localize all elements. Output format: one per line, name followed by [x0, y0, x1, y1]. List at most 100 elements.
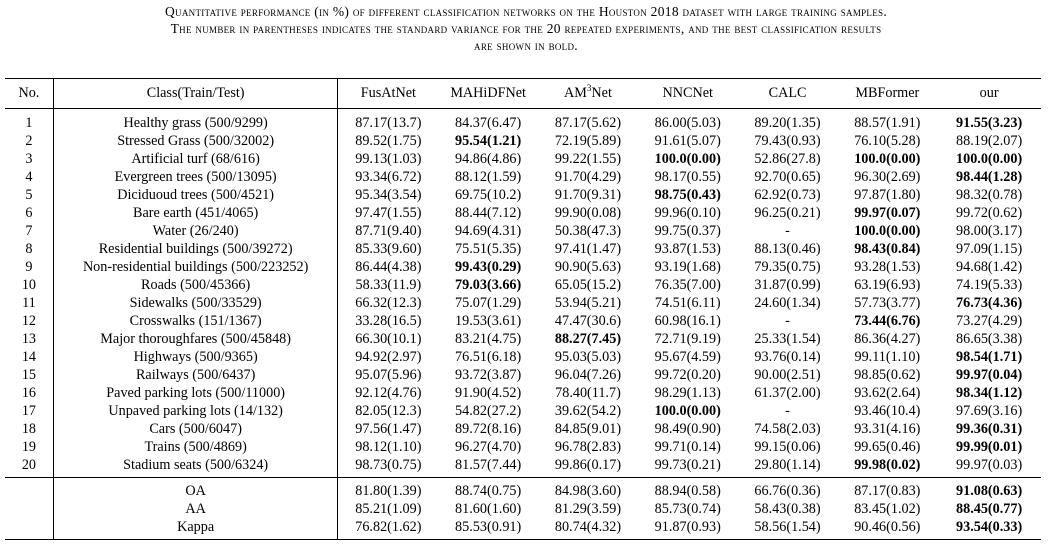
cell-calc: 31.87(0.99) [754, 277, 821, 293]
row-number: 18 [5, 420, 54, 438]
cell-calc: 88.13(0.46) [754, 241, 821, 257]
summary-metric: AA [53, 500, 339, 518]
table-row: 15 Railways (500/6437) 95.07(5.96) 93.72(3.… [5, 366, 1041, 384]
row-class: Water (26/240) [53, 222, 339, 240]
cell-am3net: 91.70(4.29) [554, 169, 622, 185]
row-number: 15 [5, 366, 54, 384]
cell-mahidfnet: 79.03(3.66) [455, 277, 522, 293]
cell-nncnet: 93.19(1.68) [654, 259, 721, 275]
cell-calc: 24.60(1.34) [754, 295, 821, 311]
row-class: Stadium seats (500/6324) [53, 456, 339, 478]
row-number: 8 [5, 240, 54, 258]
summary-our: 93.54(0.33) [937, 518, 1041, 540]
summary-fusatnet: 81.80(1.39) [337, 477, 439, 500]
summary-row: OA 81.80(1.39) 88.74(0.75) 84.98(3.60) 88.94… [5, 477, 1041, 500]
row-class: Cars (500/6047) [53, 420, 339, 438]
cell-mahidfnet: 94.86(4.86) [455, 151, 522, 167]
cell-calc: - [785, 313, 790, 329]
cell-calc: 62.92(0.73) [754, 187, 821, 203]
summary-am3net: 81.29(3.59) [554, 501, 622, 517]
cell-mbformer: 93.28(1.53) [854, 259, 921, 275]
cell-am3net: 53.94(5.21) [554, 295, 622, 311]
cell-mahidfnet: 99.43(0.29) [455, 259, 522, 275]
cell-fusatnet: 66.32(12.3) [355, 295, 422, 311]
summary-empty [5, 500, 54, 518]
header-calc: CALC [737, 78, 838, 109]
table-row: 19 Trains (500/4869) 98.12(1.10) 96.27(4.70… [5, 438, 1041, 456]
cell-fusatnet: 97.56(1.47) [355, 421, 422, 437]
cell-our: 100.0(0.00) [956, 151, 1023, 167]
table-row: 13 Major thoroughfares (500/45848) 66.30(1… [5, 330, 1041, 348]
summary-nncnet: 85.73(0.74) [654, 501, 721, 517]
cell-our: 99.99(0.01) [956, 439, 1023, 455]
cell-calc: 79.43(0.93) [754, 133, 821, 149]
cell-mahidfnet: 94.69(4.31) [455, 223, 522, 239]
row-class: Major thoroughfares (500/45848) [53, 330, 339, 348]
cell-nncnet: 98.75(0.43) [654, 187, 721, 203]
cell-calc: 74.58(2.03) [754, 421, 821, 437]
row-class: Residential buildings (500/39272) [53, 240, 339, 258]
header-no: No. [5, 78, 54, 109]
row-number: 12 [5, 312, 54, 330]
cell-mahidfnet: 83.21(4.75) [455, 331, 522, 347]
cell-nncnet: 86.00(5.03) [654, 115, 721, 131]
cell-calc: 96.25(0.21) [754, 205, 821, 221]
table-row: 1 Healthy grass (500/9299) 87.17(13.7) 84.3… [5, 108, 1041, 132]
cell-our: 97.69(3.16) [956, 403, 1023, 419]
summary-mahidfnet: 88.74(0.75) [438, 477, 539, 500]
cell-mahidfnet: 75.07(1.29) [455, 295, 522, 311]
cell-mbformer: 98.85(0.62) [854, 367, 921, 383]
summary-row: AA 85.21(1.09) 81.60(1.60) 81.29(3.59) 85.73… [5, 500, 1041, 518]
row-class: Roads (500/45366) [53, 276, 339, 294]
table-row: 4 Evergreen trees (500/13095) 93.34(6.72) 8… [5, 168, 1041, 186]
caption-line-3: are shown in bold. [474, 38, 578, 53]
cell-am3net: 88.27(7.45) [554, 331, 622, 347]
cell-calc: 99.15(0.06) [754, 439, 821, 455]
cell-am3net: 97.41(1.47) [554, 241, 622, 257]
cell-am3net: 47.47(30.6) [554, 313, 622, 329]
summary-calc: 58.56(1.54) [737, 518, 838, 540]
row-number: 11 [5, 294, 54, 312]
header-row: No. Class(Train/Test) FusAtNet MAHiDFNet… [5, 78, 1041, 109]
header-am3net-tail: Net [591, 85, 612, 101]
results-table: No. Class(Train/Test) FusAtNet MAHiDFNet… [5, 78, 1041, 540]
cell-fusatnet: 86.44(4.38) [355, 259, 422, 275]
cell-mahidfnet: 88.12(1.59) [455, 169, 522, 185]
summary-our: 88.45(0.77) [956, 501, 1023, 517]
cell-am3net: 91.70(9.31) [554, 187, 622, 203]
cell-nncnet: 98.17(0.55) [654, 169, 721, 185]
table-row: 2 Stressed Grass (500/32002) 89.52(1.75) 95… [5, 132, 1041, 150]
header-am3net-base: AM [564, 85, 587, 101]
cell-our: 98.32(0.78) [956, 187, 1023, 203]
row-number: 16 [5, 384, 54, 402]
cell-mahidfnet: 69.75(10.2) [455, 187, 522, 203]
cell-our: 99.97(0.03) [956, 457, 1023, 473]
cell-nncnet: 100.0(0.00) [654, 403, 721, 419]
cell-nncnet: 93.87(1.53) [654, 241, 721, 257]
summary-mahidfnet: 85.53(0.91) [438, 518, 539, 540]
cell-mahidfnet: 81.57(7.44) [455, 457, 522, 473]
cell-mbformer: 100.0(0.00) [854, 223, 921, 239]
header-am3net: AM3Net [538, 78, 638, 109]
cell-nncnet: 74.51(6.11) [654, 295, 721, 311]
cell-our: 91.55(3.23) [956, 115, 1023, 131]
cell-mbformer: 63.19(6.93) [854, 277, 921, 293]
cell-fusatnet: 89.52(1.75) [355, 133, 422, 149]
cell-mbformer: 96.30(2.69) [854, 169, 921, 185]
cell-calc: 93.76(0.14) [754, 349, 821, 365]
cell-am3net: 99.90(0.08) [554, 205, 622, 221]
cell-nncnet: 60.98(16.1) [654, 313, 721, 329]
cell-nncnet: 98.49(0.90) [654, 421, 721, 437]
cell-fusatnet: 95.07(5.96) [355, 367, 422, 383]
table-row: 3 Artificial turf (68/616) 99.13(1.03) 94.8… [5, 150, 1041, 168]
cell-nncnet: 99.75(0.37) [654, 223, 721, 239]
cell-mahidfnet: 93.72(3.87) [455, 367, 522, 383]
cell-am3net: 99.22(1.55) [554, 151, 622, 167]
cell-nncnet: 72.71(9.19) [654, 331, 721, 347]
cell-mbformer: 100.0(0.00) [854, 151, 921, 167]
cell-mbformer: 93.31(4.16) [854, 421, 921, 437]
cell-fusatnet: 66.30(10.1) [355, 331, 422, 347]
row-number: 19 [5, 438, 54, 456]
cell-fusatnet: 98.12(1.10) [355, 439, 422, 455]
cell-our: 74.19(5.33) [956, 277, 1023, 293]
